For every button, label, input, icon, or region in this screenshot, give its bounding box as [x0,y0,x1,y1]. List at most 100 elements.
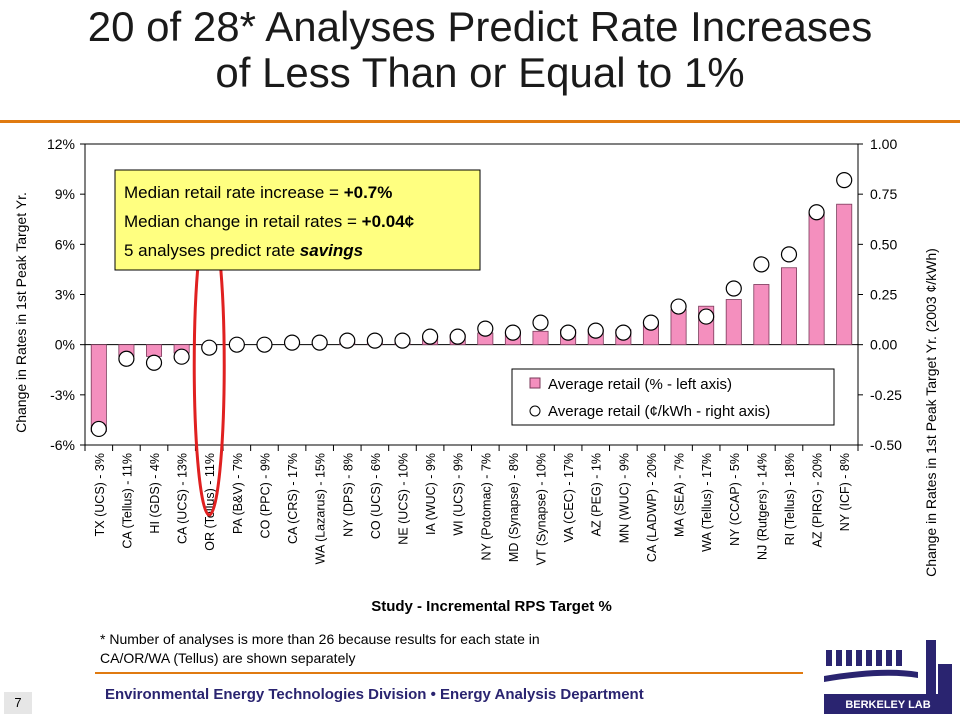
annotation-value: +0.7% [344,183,393,202]
marker-point [477,320,494,337]
legend-label-markers: Average retail (¢/kWh - right axis) [548,403,770,420]
marker-point [780,246,798,263]
footnote-line-1: * Number of analyses is more than 26 bec… [100,631,540,647]
marker-point [670,298,687,315]
marker-point [339,332,356,349]
bar [725,299,742,346]
title-line-1: 20 of 28* Analyses Predict Rate Increase… [87,3,873,50]
right-axis-tick-label: 1.00 [870,136,897,152]
bar [836,203,853,346]
category-label: HI (GDS) - 4% [148,453,162,534]
category-label: CA (UCS) - 13% [176,453,190,544]
footer-divider [95,672,803,674]
marker-point [173,348,190,365]
annotation-box [114,169,481,271]
category-label: NJ (Rutgers) - 14% [755,453,769,560]
category-label: VA (CEC) - 17% [562,453,576,542]
left-axis-tick-label: 3% [55,287,75,303]
marker-point [421,328,439,345]
bar [532,330,549,346]
marker-point [753,256,770,273]
marker-point [836,172,853,189]
marker-point [698,308,715,325]
category-label: NY (Potomac) - 7% [479,453,493,560]
footer-text: Environmental Energy Technologies Divisi… [105,686,644,703]
category-label: NY (ICF) - 8% [838,453,852,531]
berkeley-lab-logo: BERKELEY LAB [824,640,952,714]
marker-point [449,328,466,345]
legend-bar-swatch [529,377,541,389]
rate-change-chart: -6% -3% 0% 3% 6% 9% 12% -0.50 -0.25 0.00 0.25 0.50 0… [13,136,939,615]
category-label: AZ (PEG) - 1% [590,453,604,536]
left-axis-tick-label: -6% [50,437,75,453]
category-label: CA (LADWP) - 20% [645,453,659,562]
right-axis-tick-label: 0.25 [870,287,897,303]
marker-point [532,314,549,331]
slide-title: 20 of 28* Analyses Predict Rate Increase… [0,4,960,96]
marker-point [145,354,163,371]
annotation-line: Median change in retail rates = +0.04¢ [124,212,415,231]
right-axis-tick-label: 0.00 [870,337,897,353]
right-axis-title: Change in Rates in 1st Peak Target Yr. (… [923,248,939,577]
category-label: CO (PPC) - 9% [258,453,272,538]
marker-point [615,324,632,341]
left-axis-tick-label: 6% [55,236,75,252]
x-axis-title: Study - Incremental RPS Target % [371,598,612,615]
left-axis-title: Change in Rates in 1st Peak Target Yr. [13,192,29,433]
category-label: PA (B&V) - 7% [231,453,245,534]
right-axis-tick-label: -0.25 [870,387,902,403]
annotation-text: 5 analyses predict rate [124,241,300,260]
footnote-line-2: CA/OR/WA (Tellus) are shown separately [100,650,356,666]
category-label: MD (Synapse) - 8% [507,453,521,562]
marker-point [642,314,660,331]
left-axis-tick-label: -3% [50,387,75,403]
category-label: IA (WUC) - 9% [424,453,438,535]
marker-point [228,336,245,353]
marker-point [808,204,825,221]
bar [753,284,770,346]
category-label: MA (SEA) - 7% [673,453,687,537]
bar [780,267,797,346]
footnote: * Number of analyses is more than 26 bec… [100,630,700,668]
marker-point [283,334,301,351]
category-label: NY (DPS) - 8% [341,453,355,537]
marker-point [311,334,328,351]
annotation-value: +0.04¢ [362,212,415,231]
category-label: CA (CRS) - 17% [286,453,300,544]
right-axis-tick-label: 0.50 [870,236,897,252]
bar [146,344,163,357]
annotation-line: Median retail rate increase = +0.7% [124,183,392,202]
category-label: WA (Tellus) - 17% [700,453,714,552]
bar [670,309,687,346]
category-label: RI (Tellus) - 18% [783,453,797,545]
marker-point [90,420,107,438]
annotation-line: 5 analyses predict rate savings [124,241,363,260]
marker-point [201,339,218,356]
left-axis-tick-label: 9% [55,186,75,202]
category-label: CO (UCS) - 6% [369,453,383,539]
category-label: CA (Tellus) - 11% [120,453,134,549]
left-axis-tick-label: 0% [55,337,75,353]
category-label: TX (UCS) - 3% [93,453,107,536]
left-axis-tick-label: 12% [47,136,75,152]
right-axis-tick-label: -0.50 [870,437,902,453]
marker-point [366,332,383,349]
title-line-2: of Less Than or Equal to 1% [215,49,745,96]
annotation-text: Median retail rate increase = [124,183,344,202]
annotation-text: Median change in retail rates = [124,212,362,231]
category-label: WI (UCS) - 9% [452,453,466,536]
marker-point [560,324,577,341]
legend-marker-swatch [529,405,541,417]
annotation-value: savings [300,241,363,260]
bar [808,212,825,346]
right-axis-tick-label: 0.75 [870,186,897,202]
slide-number: 7 [4,692,32,714]
legend-label-bars: Average retail (% - left axis) [548,376,732,393]
marker-point [118,350,135,367]
legend-box [511,368,835,426]
title-divider [0,120,960,123]
marker-point [587,322,604,339]
category-label: OR (Tellus) - 11% [203,453,217,551]
marker-point [256,336,273,353]
marker-point [725,280,742,297]
